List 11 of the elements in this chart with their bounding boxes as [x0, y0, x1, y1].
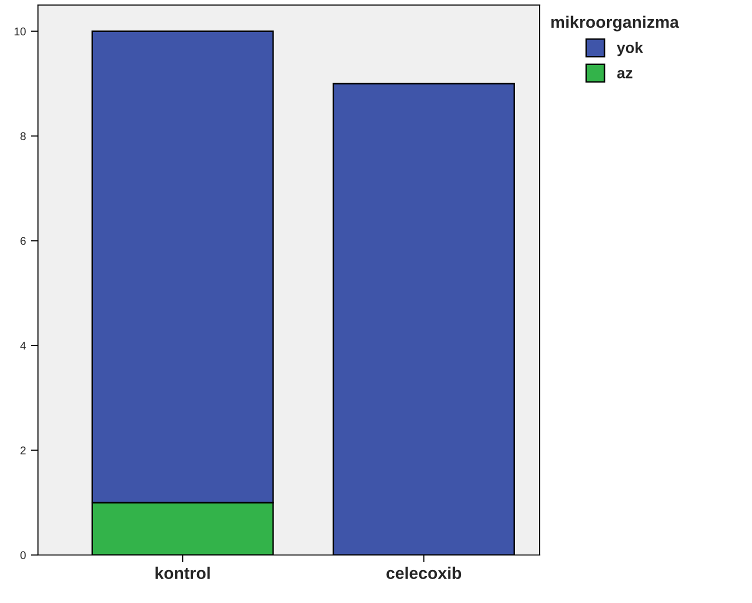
legend-label: az [617, 70, 632, 78]
legend-title: mikroorganizma [551, 16, 680, 32]
y-tick-label: 2 [20, 446, 26, 454]
y-tick-label: 10 [14, 28, 26, 36]
x-tick-label: kontrol [156, 566, 210, 580]
x-tick-label: celecoxib [386, 566, 462, 580]
y-tick-label: 4 [20, 342, 26, 350]
y-tick-label: 8 [20, 132, 26, 140]
y-tick-label: 6 [20, 237, 26, 245]
y-tick-label: 0 [20, 551, 26, 560]
legend-label: yok [616, 42, 644, 56]
